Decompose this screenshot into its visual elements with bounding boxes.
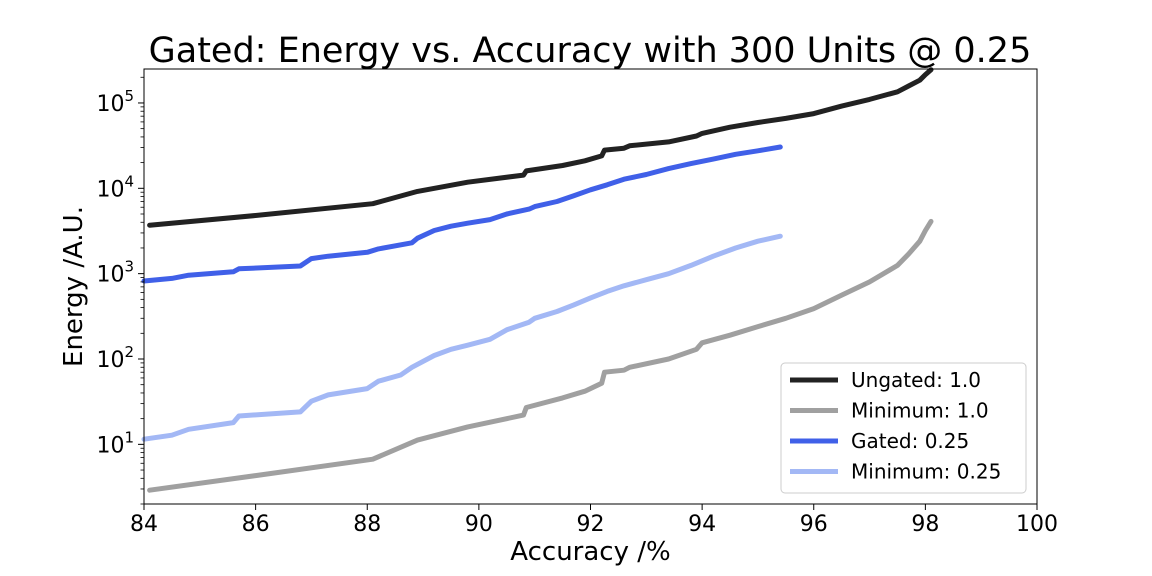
series-line-2 — [147, 218, 934, 493]
legend-label: Minimum: 1.0 — [851, 399, 989, 423]
series-line-1 — [147, 67, 934, 228]
series-line-3 — [141, 144, 783, 284]
legend-box — [780, 362, 1027, 494]
y-axis-label: Energy /A.U. — [59, 206, 89, 367]
legend: Ungated: 1.0 Minimum: 1.0 Gated: 0.25 Minim… — [780, 362, 1027, 494]
x-axis-label: Accuracy /% — [510, 537, 670, 567]
x-tick-label: 92 — [577, 512, 605, 537]
x-axis: 84 86 88 90 92 94 96 98 100 — [130, 504, 1058, 537]
x-tick-label: 94 — [688, 512, 716, 537]
x-tick-label: 88 — [353, 512, 381, 537]
x-tick-label: 98 — [911, 512, 939, 537]
chart-title: Gated: Energy vs. Accuracy with 300 Unit… — [149, 31, 1032, 71]
x-tick-label: 84 — [130, 512, 158, 537]
x-tick-label: 86 — [242, 512, 270, 537]
legend-label: Minimum: 0.25 — [851, 460, 1001, 484]
x-tick-label: 90 — [465, 512, 493, 537]
x-tick-label: 100 — [1016, 512, 1058, 537]
legend-label: Gated: 0.25 — [851, 429, 969, 453]
x-tick-label: 96 — [800, 512, 828, 537]
series-layer — [141, 67, 934, 493]
y-tick-label: 104 — [96, 172, 134, 202]
legend-label: Ungated: 1.0 — [851, 368, 981, 392]
series-line-4 — [141, 233, 783, 442]
